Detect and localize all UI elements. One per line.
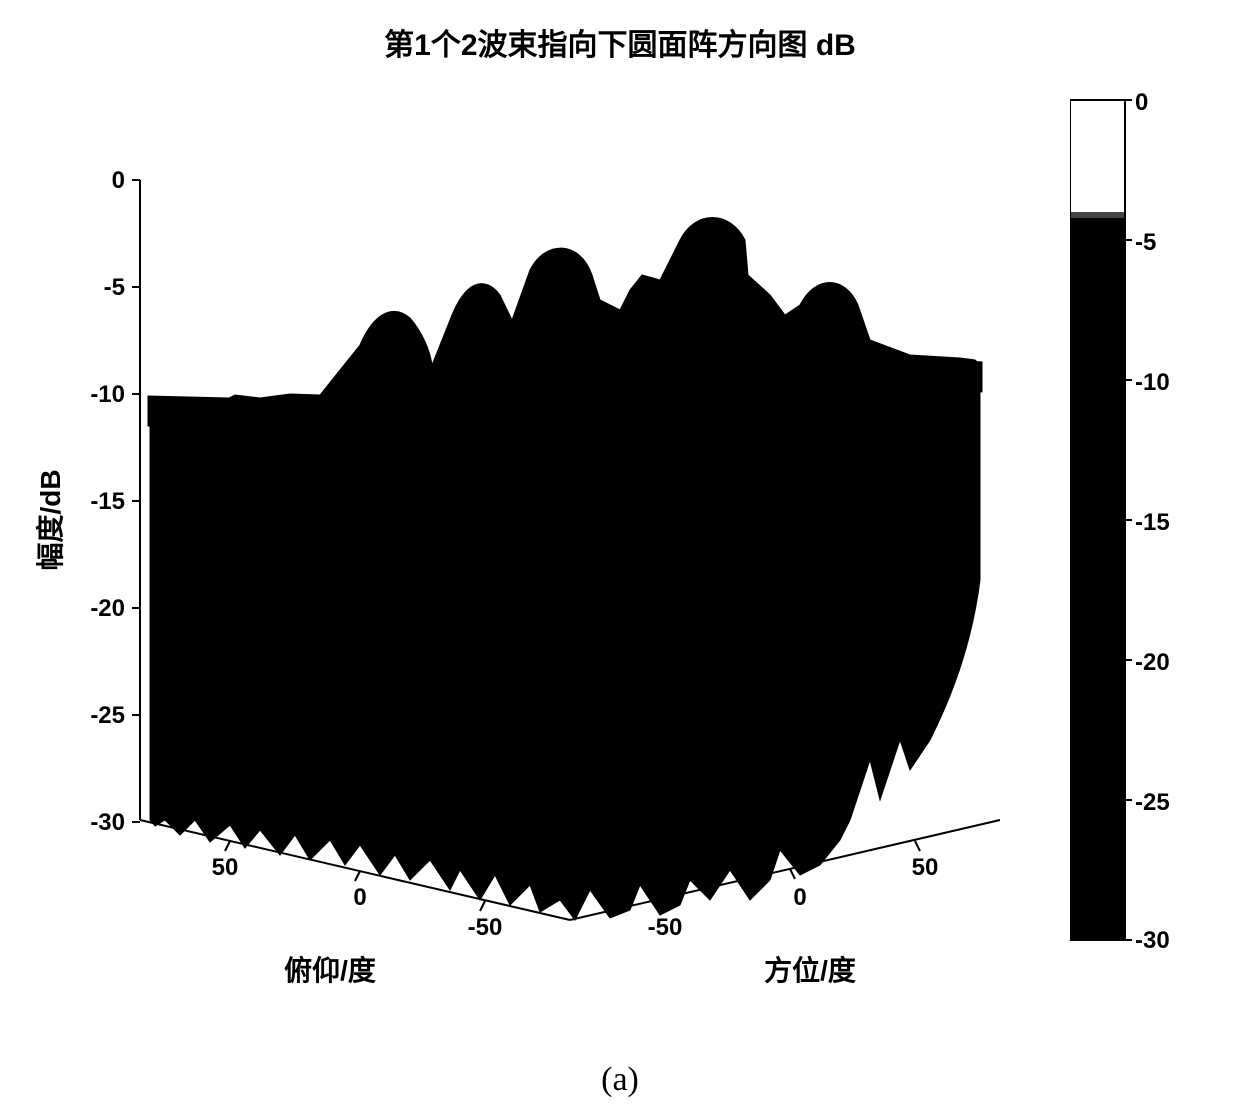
- z-tick-0: 0: [112, 167, 125, 194]
- x-tick-1: 0: [353, 884, 366, 911]
- colorbar-svg: 0 -5 -10 -15 -20 -25 -30: [1070, 90, 1190, 970]
- cb-tick-5: -25: [1135, 789, 1170, 816]
- cb-tick-4: -20: [1135, 649, 1170, 676]
- surface-ledge: [148, 396, 310, 430]
- y-axis-label: 方位/度: [764, 954, 856, 986]
- colorbar-tick-marks: [1125, 100, 1132, 940]
- z-tick-4: -20: [90, 595, 125, 622]
- cb-tick-2: -10: [1135, 369, 1170, 396]
- cb-tick-6: -30: [1135, 927, 1170, 954]
- z-tick-3: -15: [90, 488, 125, 515]
- colorbar-band: [1071, 212, 1124, 218]
- z-tick-2: -10: [90, 381, 125, 408]
- z-tick-1: -5: [104, 274, 125, 301]
- z-axis-label: 幅度/dB: [35, 469, 66, 570]
- surface-main: [150, 218, 980, 921]
- z-ticks: 0 -5 -10 -15 -20 -25 -30: [90, 167, 125, 836]
- z-tick-marks: [132, 180, 140, 822]
- x-axis-label: 俯仰/度: [284, 954, 376, 986]
- colorbar-ticks: 0 -5 -10 -15 -20 -25 -30: [1135, 90, 1170, 954]
- surface-ledge-right: [870, 355, 982, 392]
- cb-tick-3: -15: [1135, 509, 1170, 536]
- x-tick-0: 50: [212, 854, 239, 881]
- colorbar: 0 -5 -10 -15 -20 -25 -30: [1070, 90, 1190, 970]
- z-tick-5: -25: [90, 702, 125, 729]
- y-tick-0: -50: [648, 914, 683, 941]
- plot-svg: 0 -5 -10 -15 -20 -25 -30 幅度/dB 50 0: [30, 100, 1050, 1000]
- y-tick-2: 50: [912, 854, 939, 881]
- cb-tick-0: 0: [1135, 90, 1148, 116]
- z-tick-6: -30: [90, 809, 125, 836]
- colorbar-fill: [1071, 218, 1124, 939]
- y-tick-1: 0: [793, 884, 806, 911]
- x-tick-2: -50: [468, 914, 503, 941]
- cb-tick-1: -5: [1135, 229, 1156, 256]
- chart-title: 第1个2波束指向下圆面阵方向图 dB: [0, 20, 1240, 64]
- subcaption: (a): [0, 1061, 1240, 1099]
- plot-3d-area: 0 -5 -10 -15 -20 -25 -30 幅度/dB 50 0: [30, 100, 1050, 1000]
